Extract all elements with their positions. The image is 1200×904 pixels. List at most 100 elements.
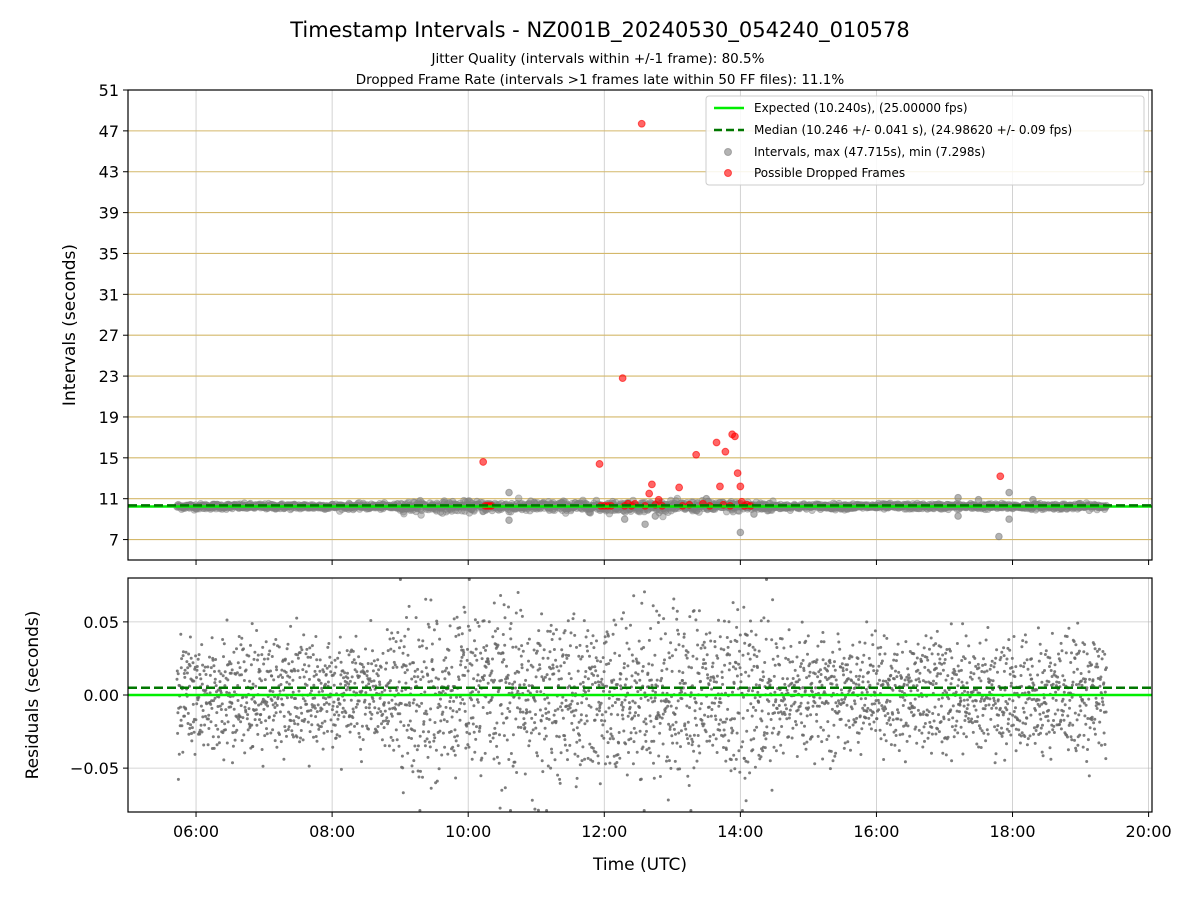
residual-point	[835, 679, 838, 682]
residual-point	[198, 733, 201, 736]
residual-point	[176, 670, 179, 673]
residual-point	[684, 728, 687, 731]
residual-point	[350, 699, 353, 702]
residual-point	[896, 717, 899, 720]
residual-point	[934, 706, 937, 709]
residual-point	[336, 718, 339, 721]
residual-point	[830, 750, 833, 753]
residual-point	[302, 633, 305, 636]
residual-point	[202, 709, 205, 712]
residual-point	[748, 643, 751, 646]
residual-point	[377, 725, 380, 728]
residual-point	[749, 702, 752, 705]
residual-point	[478, 625, 481, 628]
residual-point	[402, 652, 405, 655]
residual-point	[382, 652, 385, 655]
residual-point	[956, 642, 959, 645]
residual-point	[854, 721, 857, 724]
residual-point	[254, 685, 257, 688]
residual-point	[427, 756, 430, 759]
residual-point	[468, 629, 471, 632]
residual-point	[994, 761, 997, 764]
residual-point	[864, 642, 867, 645]
residual-point	[497, 644, 500, 647]
residual-point	[515, 646, 518, 649]
residual-point	[750, 738, 753, 741]
residual-point	[407, 628, 410, 631]
residual-point	[854, 702, 857, 705]
residual-point	[222, 674, 225, 677]
residual-point	[483, 619, 486, 622]
residual-point	[835, 684, 838, 687]
residual-point	[269, 689, 272, 692]
residual-point	[339, 703, 342, 706]
residual-point	[584, 670, 587, 673]
residual-point	[181, 751, 184, 754]
residual-point	[287, 643, 290, 646]
residual-point	[464, 710, 467, 713]
residual-point	[829, 767, 832, 770]
residual-point	[690, 666, 693, 669]
residual-point	[450, 666, 453, 669]
residual-point	[613, 652, 616, 655]
residual-point	[879, 646, 882, 649]
residual-point	[862, 654, 865, 657]
residual-point	[647, 699, 650, 702]
residual-point	[288, 725, 291, 728]
residual-point	[189, 664, 192, 667]
residual-point	[406, 752, 409, 755]
residual-point	[783, 698, 786, 701]
residual-point	[440, 754, 443, 757]
residual-point	[859, 753, 862, 756]
residual-point	[562, 653, 565, 656]
residual-point	[581, 759, 584, 762]
residual-point	[979, 727, 982, 730]
residual-point	[949, 650, 952, 653]
residual-point	[463, 674, 466, 677]
residual-point	[904, 640, 907, 643]
residual-point	[389, 638, 392, 641]
residual-point	[177, 778, 180, 781]
residual-point	[644, 718, 647, 721]
residual-point	[608, 697, 611, 700]
residual-point	[235, 647, 238, 650]
residual-point	[833, 675, 836, 678]
residual-point	[395, 728, 398, 731]
residual-point	[993, 665, 996, 668]
residual-point	[733, 682, 736, 685]
residual-point	[212, 735, 215, 738]
residual-point	[643, 590, 646, 593]
residual-point	[671, 723, 674, 726]
residual-point	[613, 619, 616, 622]
residual-point	[842, 669, 845, 672]
residual-point	[432, 740, 435, 743]
residual-point	[539, 709, 542, 712]
residual-point	[503, 734, 506, 737]
residual-point	[493, 727, 496, 730]
residual-point	[376, 711, 379, 714]
residual-point	[417, 744, 420, 747]
residual-point	[901, 733, 904, 736]
residual-point	[676, 742, 679, 745]
residual-point	[994, 702, 997, 705]
residual-point	[521, 615, 524, 618]
residual-point	[794, 701, 797, 704]
residual-point	[250, 724, 253, 727]
residual-point	[863, 704, 866, 707]
dropped-frame-point-0	[480, 459, 487, 466]
residual-point	[314, 635, 317, 638]
residual-point	[849, 749, 852, 752]
residual-point	[472, 716, 475, 719]
residual-point	[230, 702, 233, 705]
residual-point	[894, 729, 897, 732]
residual-point	[215, 684, 218, 687]
residual-point	[337, 697, 340, 700]
residual-point	[961, 681, 964, 684]
residual-point	[601, 734, 604, 737]
residual-point	[239, 643, 242, 646]
residual-point	[1002, 731, 1005, 734]
residual-point	[713, 702, 716, 705]
residual-point	[809, 671, 812, 674]
residual-point	[409, 663, 412, 666]
